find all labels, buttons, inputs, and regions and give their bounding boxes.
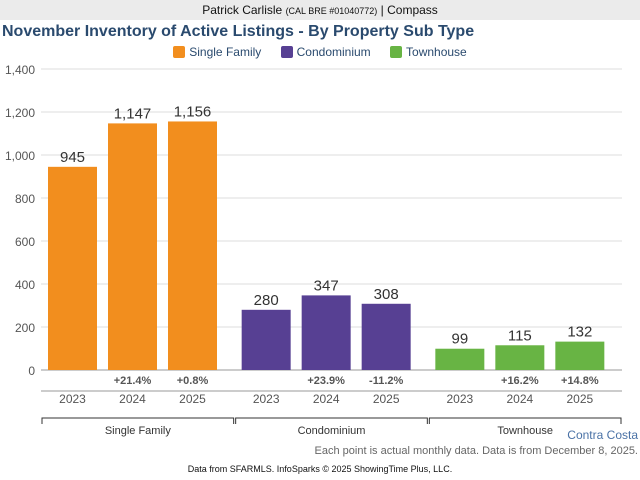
bar (361, 303, 411, 370)
y-tick-label: 600 (15, 235, 35, 249)
x-tick-label: 2023 (253, 392, 280, 406)
legend-item-single-family[interactable]: Single Family (173, 45, 261, 59)
change-label: +0.8% (177, 375, 209, 387)
group-label: Single Family (105, 425, 172, 437)
agent-company: Compass (387, 3, 438, 17)
legend-item-townhouse[interactable]: Townhouse (390, 45, 467, 59)
change-label: +16.2% (501, 375, 539, 387)
data-label: 1,156 (174, 103, 212, 120)
y-tick-label: 1,000 (5, 149, 35, 163)
x-tick-label: 2025 (179, 392, 206, 406)
data-label: 132 (567, 324, 592, 341)
y-tick-label: 200 (15, 321, 35, 335)
y-tick-label: 800 (15, 192, 35, 206)
y-tick-label: 400 (15, 278, 35, 292)
x-tick-label: 2024 (506, 392, 533, 406)
agent-header: Patrick Carlisle (CAL BRE #01040772) | C… (0, 0, 640, 20)
x-tick-label: 2023 (59, 392, 86, 406)
legend-label: Townhouse (406, 45, 467, 59)
data-label: 115 (508, 327, 532, 344)
group-bracket (41, 417, 235, 424)
data-label: 1,147 (114, 105, 152, 122)
bar (48, 166, 97, 370)
group-label: Condominium (298, 425, 366, 437)
change-label: +21.4% (114, 375, 152, 387)
region-label[interactable]: Contra Costa (567, 428, 638, 442)
change-label: +14.8% (561, 375, 599, 387)
legend-swatch (280, 46, 293, 58)
x-tick-label: 2025 (373, 392, 400, 406)
bar (435, 348, 485, 370)
bar (495, 345, 545, 370)
y-tick-label: 1,400 (5, 63, 35, 77)
y-tick-label: 0 (28, 364, 35, 378)
header-separator: | (380, 3, 384, 17)
agent-license: (CAL BRE #01040772) (285, 6, 378, 16)
legend-label: Condominium (296, 45, 371, 59)
x-tick-label: 2024 (119, 392, 146, 406)
legend-swatch (390, 46, 403, 58)
data-note: Each point is actual monthly data. Data … (314, 445, 638, 457)
group-bracket (235, 417, 428, 424)
data-label: 945 (60, 149, 85, 166)
x-tick-label: 2025 (566, 392, 593, 406)
source-credit: Data from SFARMLS. InfoSparks © 2025 Sho… (187, 464, 453, 474)
legend-swatch (173, 46, 186, 58)
y-tick-label: 1,200 (5, 106, 35, 120)
bar (301, 295, 351, 370)
group-bracket (428, 417, 622, 424)
bar (168, 121, 217, 371)
data-label: 308 (374, 286, 399, 303)
legend-item-condominium[interactable]: Condominium (280, 45, 371, 59)
agent-name: Patrick Carlisle (202, 3, 283, 17)
bar (555, 341, 605, 370)
data-label: 280 (254, 292, 279, 309)
legend: Single Family Condominium Townhouse (0, 45, 640, 59)
x-tick-label: 2024 (313, 392, 340, 406)
bar (241, 309, 291, 370)
data-label: 347 (314, 277, 339, 294)
data-label: 99 (451, 331, 468, 348)
x-tick-label: 2023 (446, 392, 473, 406)
bar (108, 123, 157, 371)
legend-label: Single Family (189, 45, 262, 59)
group-label: Townhouse (497, 425, 553, 437)
change-label: -11.2% (369, 375, 403, 387)
chart-title: November Inventory of Active Listings - … (2, 23, 475, 40)
change-label: +23.9% (307, 375, 345, 387)
